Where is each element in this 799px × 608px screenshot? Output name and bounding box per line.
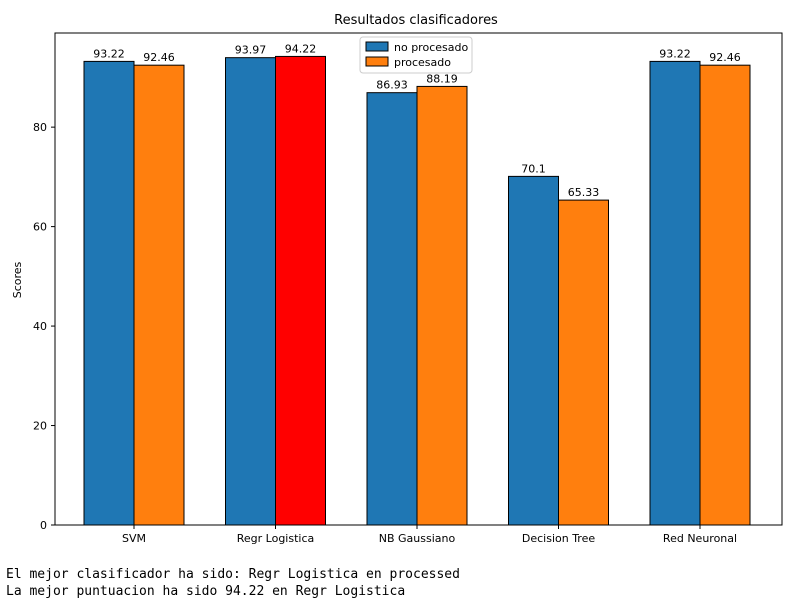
bar-value-label-s1-c3: 65.33 (568, 186, 600, 199)
output-line-best-score: La mejor puntuacion ha sido 94.22 en Reg… (6, 584, 406, 599)
bar-value-label-s0-c4: 93.22 (659, 47, 691, 60)
bar-value-label-s1-c0: 92.46 (143, 51, 175, 64)
y-tick-label-40: 40 (33, 320, 47, 333)
bar-s0-c0 (83, 60, 135, 526)
y-tick-label-60: 60 (33, 221, 47, 234)
y-tick-label-0: 0 (40, 519, 47, 532)
bar-s1-c4 (699, 64, 751, 526)
legend-label-0: no procesado (394, 41, 468, 54)
bar-s1-c0 (133, 64, 185, 526)
bar-value-label-s0-c1: 93.97 (235, 44, 267, 57)
bar-value-label-s1-c1: 94.22 (285, 42, 317, 55)
x-tick-label-3: Decision Tree (522, 532, 595, 545)
bar-value-label-s0-c0: 93.22 (93, 47, 125, 60)
bar-value-label-s1-c2: 88.19 (426, 72, 458, 85)
bar-s1-c3 (558, 199, 609, 526)
bar-value-label-s0-c3: 70.1 (521, 162, 546, 175)
bar-value-label-s0-c2: 86.93 (376, 79, 408, 92)
y-tick-label-20: 20 (33, 420, 47, 433)
bar-chart: Resultados clasificadores Scores 93.22 93… (11, 13, 783, 545)
legend-swatch-0 (365, 41, 389, 52)
bar-s0-c3 (508, 175, 559, 526)
bar-s0-c2 (366, 92, 418, 526)
bars-layer (83, 55, 751, 526)
chart-title: Resultados clasificadores (334, 13, 498, 28)
bar-value-label-s1-c4: 92.46 (709, 51, 741, 64)
bar-s1-c1 (275, 55, 326, 526)
output-line-best-classifier: El mejor clasificador ha sido: Regr Logi… (6, 567, 460, 582)
plot-frame (54, 32, 783, 526)
bar-s0-c1 (225, 57, 276, 526)
legend-swatch-1 (365, 56, 389, 67)
x-tick-label-1: Regr Logistica (237, 532, 315, 545)
legend-label-1: procesado (394, 56, 451, 69)
y-tick-label-80: 80 (33, 121, 47, 134)
y-axis-label: Scores (11, 261, 24, 298)
legend: no procesado procesado (359, 36, 473, 74)
value-labels-layer: 93.22 93.97 86.93 70.1 93.22 92.46 94.22 88.19 6… (93, 42, 741, 199)
x-tick-label-2: NB Gaussiano (379, 532, 456, 545)
x-tick-label-0: SVM (122, 532, 146, 545)
axes-layer: 0 20 40 60 80 SVM Regr Logistica NB Gaussiano De… (33, 32, 783, 545)
bar-s0-c4 (649, 60, 701, 526)
x-tick-label-4: Red Neuronal (663, 532, 737, 545)
bar-s1-c2 (416, 85, 468, 526)
